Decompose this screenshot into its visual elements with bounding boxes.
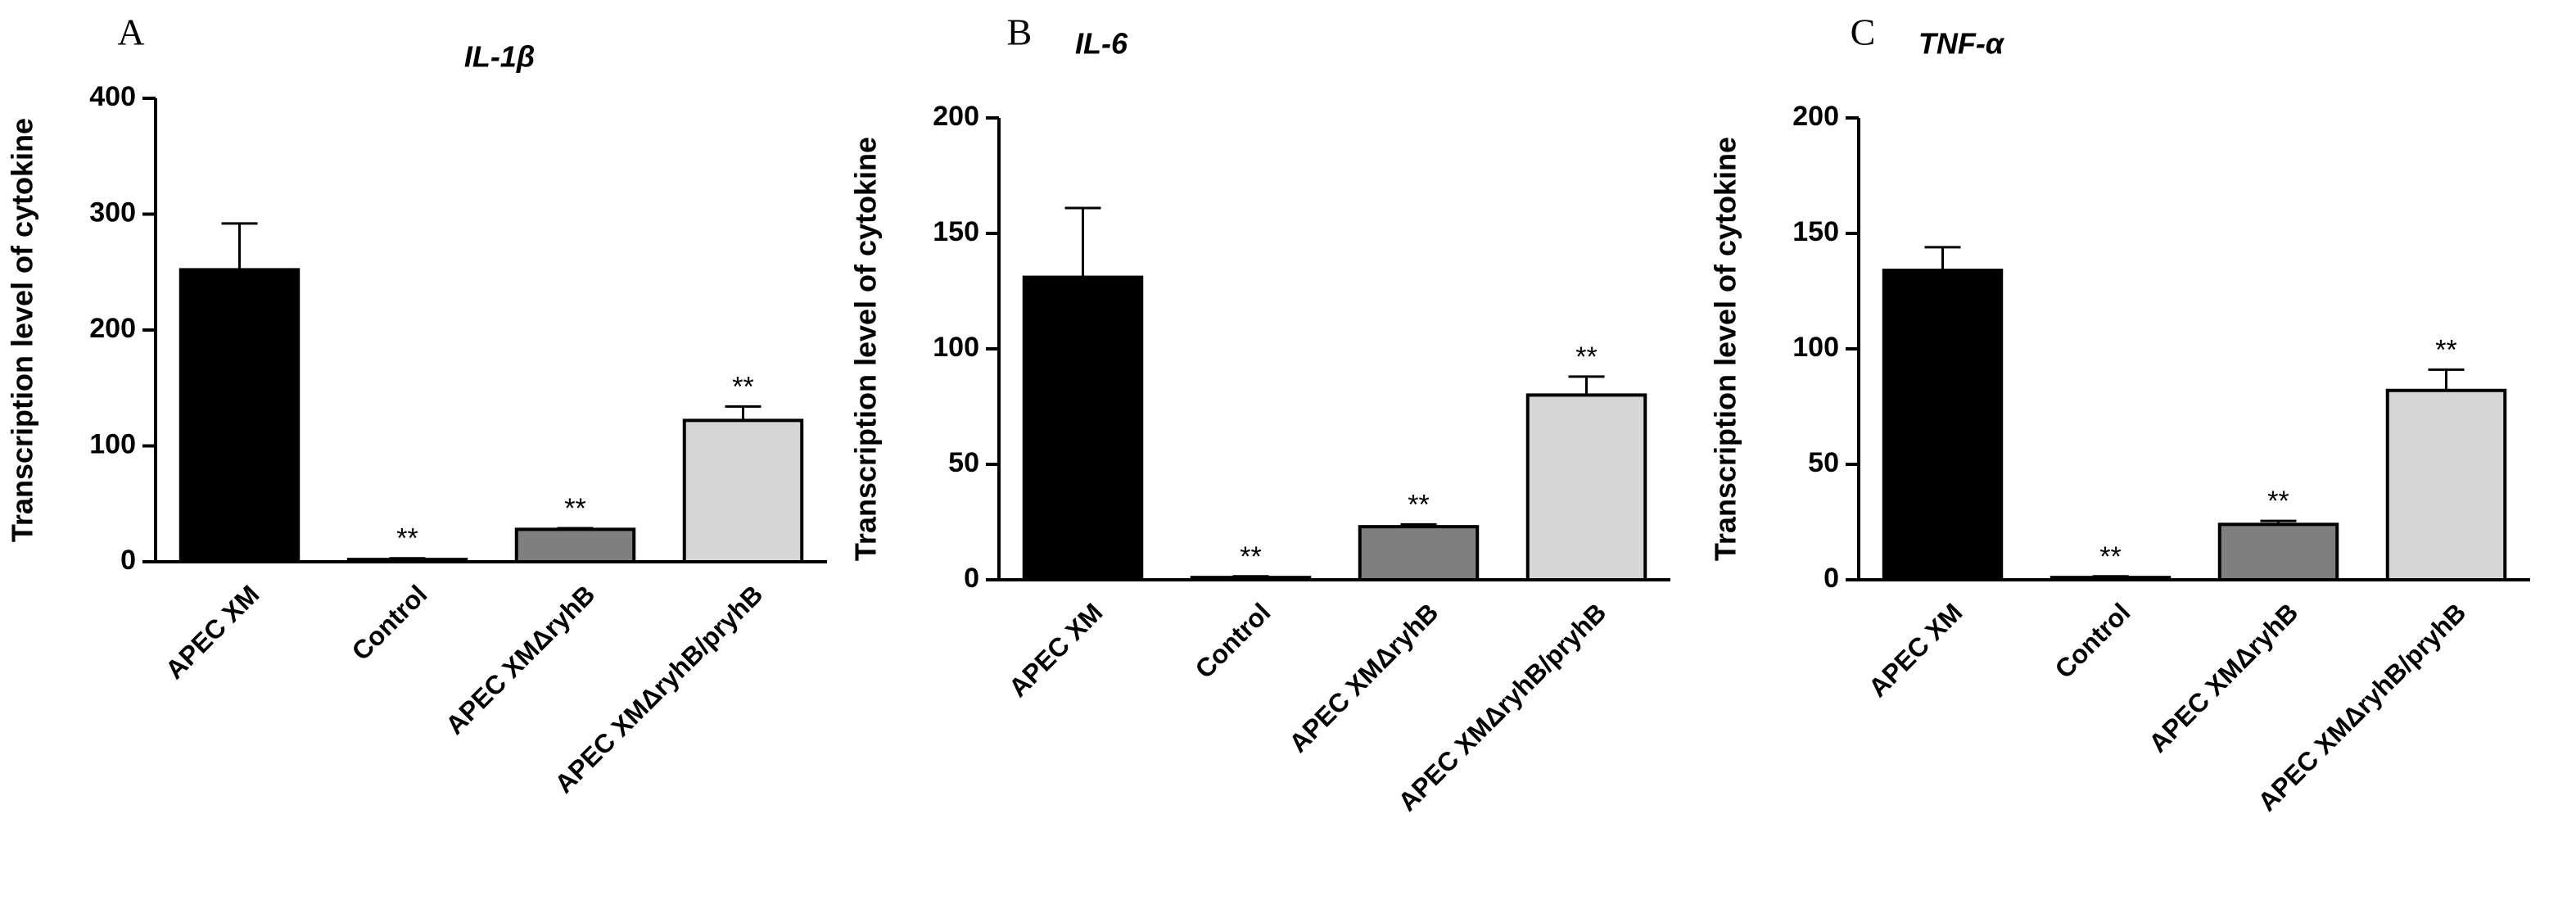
significance-label: ** bbox=[396, 523, 418, 554]
x-tick-label: APEC XM bbox=[160, 579, 265, 685]
chart-title: IL-1β bbox=[464, 40, 535, 74]
y-tick-label: 0 bbox=[964, 563, 979, 594]
significance-label: ** bbox=[1575, 341, 1597, 373]
x-tick-label: Control bbox=[2050, 597, 2136, 684]
y-tick-label: 150 bbox=[1792, 216, 1839, 247]
chart-title: IL-6 bbox=[1075, 27, 1128, 61]
y-tick-label: 400 bbox=[89, 81, 136, 112]
y-axis-label: Transcription level of cytokine bbox=[849, 137, 883, 561]
x-tick-label: APEC XM bbox=[1863, 597, 1968, 703]
significance-label: ** bbox=[2099, 541, 2121, 572]
y-tick-label: 150 bbox=[933, 216, 979, 247]
bar bbox=[2385, 388, 2507, 582]
y-tick-label: 300 bbox=[89, 197, 136, 228]
bar bbox=[682, 418, 804, 563]
y-tick-label: 200 bbox=[933, 101, 979, 132]
significance-label: ** bbox=[564, 493, 585, 524]
x-tick-label: Control bbox=[1190, 597, 1277, 684]
significance-label: ** bbox=[1408, 489, 1429, 520]
y-tick-label: 0 bbox=[120, 545, 136, 576]
y-tick-label: 50 bbox=[948, 447, 979, 478]
panel-letter: A bbox=[117, 11, 144, 53]
panel-letter: C bbox=[1851, 11, 1876, 53]
bar bbox=[2217, 522, 2339, 582]
y-tick-label: 100 bbox=[1792, 332, 1839, 363]
y-tick-label: 100 bbox=[89, 428, 136, 459]
significance-label: ** bbox=[2435, 334, 2456, 365]
y-tick-label: 50 bbox=[1808, 447, 1839, 478]
bar bbox=[1358, 525, 1480, 582]
bar bbox=[514, 527, 636, 564]
x-tick-label: APEC XMΔryhB bbox=[1283, 597, 1444, 758]
y-tick-label: 100 bbox=[933, 332, 979, 363]
bar bbox=[2050, 576, 2172, 581]
bar bbox=[1525, 393, 1647, 581]
bar bbox=[346, 558, 468, 563]
bar bbox=[1022, 275, 1144, 581]
y-tick-label: 0 bbox=[1824, 563, 1839, 594]
panel-letter: B bbox=[1007, 11, 1033, 53]
x-tick-label: APEC XMΔryhB bbox=[440, 579, 600, 739]
y-axis-label: Transcription level of cytokine bbox=[6, 118, 39, 542]
chart-title: TNF-α bbox=[1918, 27, 2005, 61]
significance-label: ** bbox=[732, 371, 753, 402]
y-axis-label: Transcription level of cytokine bbox=[1709, 137, 1742, 561]
significance-label: ** bbox=[1240, 541, 1261, 572]
bar bbox=[1882, 269, 2004, 581]
significance-label: ** bbox=[2267, 486, 2289, 517]
x-tick-label: APEC XMΔryhB bbox=[2143, 597, 2303, 758]
bar bbox=[1190, 576, 1312, 581]
x-tick-label: Control bbox=[346, 579, 433, 666]
bar bbox=[179, 268, 301, 563]
y-tick-label: 200 bbox=[89, 313, 136, 344]
y-tick-label: 200 bbox=[1792, 101, 1839, 132]
x-tick-label: APEC XM bbox=[1003, 597, 1109, 703]
